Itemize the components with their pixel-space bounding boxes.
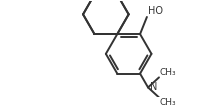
Text: CH₃: CH₃ [160,68,177,77]
Text: HO: HO [148,6,163,16]
Text: CH₃: CH₃ [160,98,177,107]
Text: N: N [150,82,157,92]
